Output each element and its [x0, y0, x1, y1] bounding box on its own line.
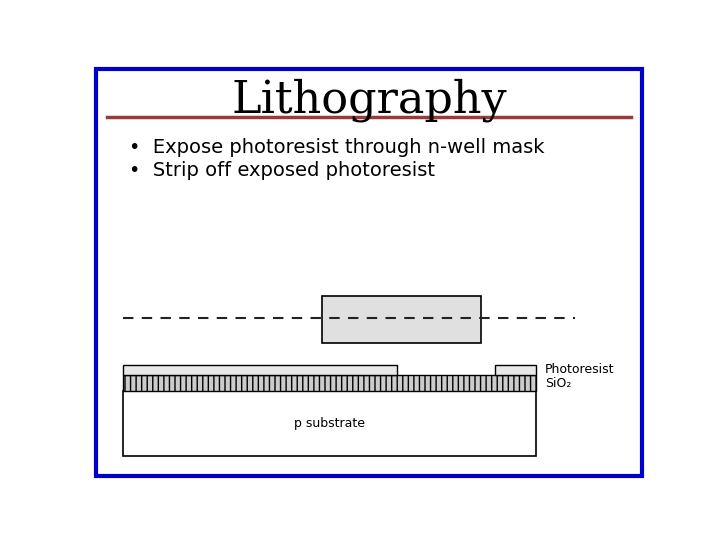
Bar: [495, 364, 536, 375]
Text: Photoresist: Photoresist: [545, 363, 614, 376]
Text: •  Expose photoresist through n-well mask: • Expose photoresist through n-well mask: [129, 138, 544, 158]
Text: •  Strip off exposed photoresist: • Strip off exposed photoresist: [129, 161, 435, 180]
Bar: [124, 391, 536, 456]
Text: p substrate: p substrate: [294, 417, 366, 430]
Bar: [322, 295, 481, 343]
Bar: [124, 364, 397, 375]
Text: Lithography: Lithography: [231, 78, 507, 122]
Bar: [124, 375, 536, 391]
Text: SiO₂: SiO₂: [545, 377, 571, 390]
